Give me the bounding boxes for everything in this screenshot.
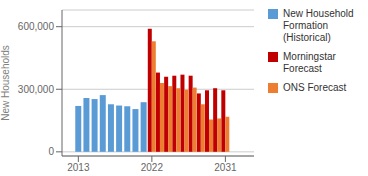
html-text:New Household Formation (Histo: New Household Formation (Historical): [283, 8, 354, 43]
html-text:Morningstar Forecast: Morningstar Forecast: [283, 51, 336, 74]
svg-text:2013: 2013: [67, 162, 90, 173]
svg-text:300,000: 300,000: [18, 84, 55, 95]
svg-text:0: 0: [48, 146, 54, 157]
svg-text:600,000: 600,000: [18, 21, 55, 32]
html-text:ONS Forecast: ONS Forecast: [283, 82, 347, 93]
svg-text:2031: 2031: [214, 162, 237, 173]
svg-text:New Households: New Households: [0, 45, 11, 121]
svg-text:2022: 2022: [141, 162, 164, 173]
